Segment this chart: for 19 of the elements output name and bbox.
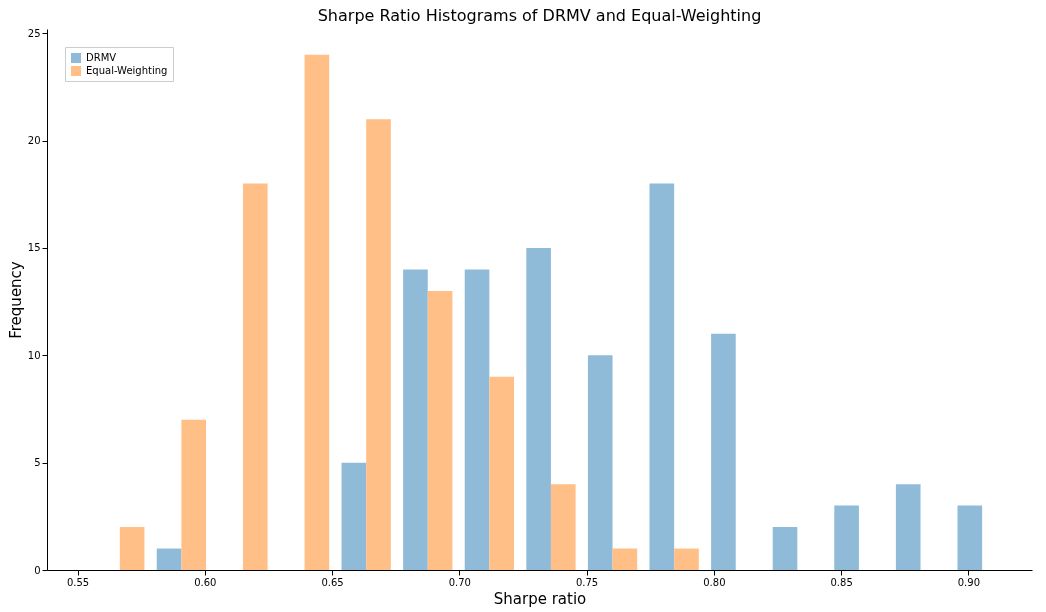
x-tick-label: 0.80	[703, 576, 726, 588]
y-axis-title: Frequency	[6, 261, 25, 339]
x-tick-label: 0.60	[194, 576, 217, 588]
x-tick-label: 0.90	[957, 576, 980, 588]
chart-title: Sharpe Ratio Histograms of DRMV and Equal-Weighting	[317, 6, 762, 26]
y-tick-label: 0	[34, 564, 41, 576]
x-tick-label: 0.70	[448, 576, 471, 588]
x-axis-title: Sharpe ratio	[493, 589, 587, 608]
y-tick-label: 25	[27, 27, 41, 39]
x-tick-label: 0.75	[575, 576, 599, 588]
y-tick-label: 5	[34, 457, 41, 469]
y-tick-label: 10	[27, 349, 41, 361]
legend-label: Equal-Weighting	[86, 65, 168, 76]
y-tick-label: 15	[27, 242, 41, 254]
x-tick-label: 0.85	[830, 576, 853, 588]
legend-label: DRMV	[86, 52, 117, 63]
x-tick-label: 0.55	[66, 576, 90, 588]
y-tick-label: 20	[27, 135, 41, 147]
x-tick-label: 0.65	[321, 576, 344, 588]
